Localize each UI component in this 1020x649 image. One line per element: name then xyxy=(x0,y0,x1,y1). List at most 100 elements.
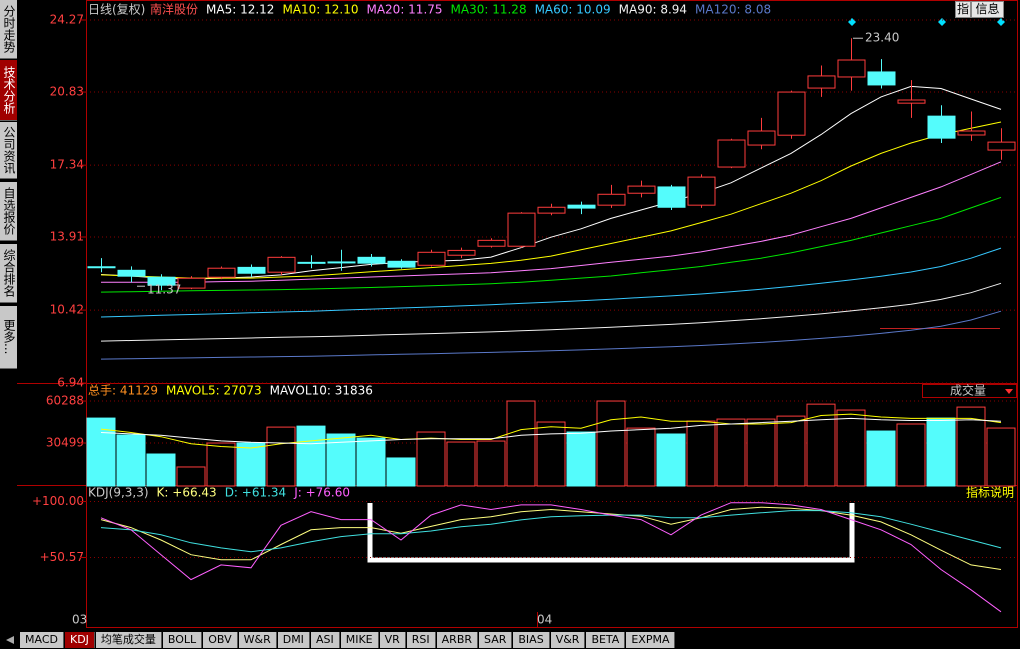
legend-entry: D: +61.34 xyxy=(225,486,287,500)
volume-bar xyxy=(566,431,596,487)
indicator-line xyxy=(101,161,1002,283)
indicator-tab[interactable]: BIAS xyxy=(513,632,550,648)
y-tick-label: 24.27 xyxy=(50,13,84,27)
sidebar-tab[interactable]: 综合排名 xyxy=(0,244,17,303)
candle-body xyxy=(117,269,146,277)
indicator-tab[interactable]: VR xyxy=(379,632,406,648)
indicator-line xyxy=(100,506,1002,570)
candle-body xyxy=(987,141,1016,151)
volume-bar xyxy=(926,417,956,487)
volume-bar xyxy=(536,421,566,487)
kdj-title: KDJ(9,3,3) xyxy=(88,486,149,500)
indicator-tab[interactable]: ARBR xyxy=(436,632,479,648)
scroll-arrow[interactable] xyxy=(6,636,14,644)
legend-entry: MA120: 8.08 xyxy=(695,3,771,17)
volume-bar xyxy=(206,442,236,487)
candle-body xyxy=(507,212,536,247)
sidebar-tab[interactable]: 自选报价 xyxy=(0,182,17,241)
legend-entry: MA5: 12.12 xyxy=(206,3,274,17)
chart-title: 日线(复权) xyxy=(88,3,145,17)
volume-bar xyxy=(686,420,716,487)
indicator-tab[interactable]: RSI xyxy=(406,632,436,648)
volume-bar xyxy=(386,457,416,487)
legend-entry: MAVOL5: 27073 xyxy=(166,384,262,398)
candle-body xyxy=(177,277,206,289)
indicator-button[interactable]: 指 xyxy=(955,1,971,18)
indicator-tab[interactable]: BOLL xyxy=(162,632,203,648)
event-marker[interactable] xyxy=(848,18,856,26)
legend-entry: K: +66.43 xyxy=(157,486,217,500)
sidebar-tab[interactable]: 技术分析 xyxy=(0,60,17,121)
sidebar-tab[interactable]: 更多... xyxy=(0,306,17,369)
volume-bar xyxy=(506,400,536,487)
indicator-line xyxy=(100,417,1002,445)
legend-entry: MA30: 11.28 xyxy=(451,3,527,17)
volume-bar xyxy=(116,434,146,487)
indicator-tab[interactable]: ASI xyxy=(310,632,340,648)
y-tick-label: 30499 xyxy=(46,436,84,450)
candle-body xyxy=(477,239,506,247)
volume-bar xyxy=(596,400,626,487)
dropdown-arrow[interactable] xyxy=(1005,389,1013,394)
indicator-help[interactable]: 指标说明 xyxy=(966,485,1014,500)
indicator-tab[interactable]: DMI xyxy=(277,632,310,648)
y-tick-label: +100.00 xyxy=(32,494,84,508)
indicator-line xyxy=(100,247,1002,318)
event-marker[interactable] xyxy=(997,18,1005,26)
y-tick-label: 10.42 xyxy=(50,303,84,317)
legend-entry: MA20: 11.75 xyxy=(366,3,442,17)
candle-body xyxy=(297,261,326,264)
candle-body xyxy=(777,91,806,136)
candle-body xyxy=(87,266,116,269)
indicator-tab[interactable]: V&R xyxy=(550,632,586,648)
legend-entry: MA10: 12.10 xyxy=(282,3,358,17)
volume-bar xyxy=(626,427,656,487)
frame xyxy=(86,0,1018,628)
indicator-tab[interactable]: KDJ xyxy=(64,632,95,648)
volume-bar xyxy=(236,442,266,487)
volume-bar xyxy=(746,418,776,487)
volume-bar xyxy=(416,431,446,487)
candle-body xyxy=(237,266,266,274)
volume-bar xyxy=(656,433,686,487)
indicator-tab[interactable]: MIKE xyxy=(340,632,379,648)
candle-body xyxy=(207,267,236,278)
indicator-name[interactable]: 成交量 xyxy=(950,383,986,398)
volume-bar xyxy=(266,426,296,487)
y-tick-label: 60288 xyxy=(46,394,84,408)
candle-body xyxy=(687,176,716,206)
volume-bar xyxy=(446,441,476,487)
volume-bar xyxy=(356,437,386,487)
volume-bar xyxy=(896,423,926,487)
volume-bar xyxy=(866,430,896,487)
candle-body xyxy=(837,59,866,78)
indicator-tab[interactable]: BETA xyxy=(586,632,626,648)
y-tick-label: 20.83 xyxy=(50,85,84,99)
max-label: 23.40 xyxy=(865,31,899,45)
volume-bar xyxy=(86,417,116,487)
sidebar-tab[interactable]: 分时走势 xyxy=(0,0,17,59)
sidebar-tab[interactable]: 公司资讯 xyxy=(0,122,17,179)
indicator-tab[interactable]: SAR xyxy=(479,632,513,648)
volume-bar xyxy=(176,466,206,487)
candle-body xyxy=(927,115,956,139)
indicator-tab[interactable]: EXPMA xyxy=(626,632,676,648)
indicator-tab[interactable]: MACD xyxy=(20,632,64,648)
candle-body xyxy=(897,99,926,104)
indicator-select[interactable] xyxy=(922,384,1017,398)
date-label: 03 xyxy=(72,613,87,627)
candle-body xyxy=(387,260,416,268)
indicator-line xyxy=(100,310,1002,360)
event-marker[interactable] xyxy=(938,18,946,26)
indicator-line xyxy=(100,510,1002,553)
indicator-tab[interactable]: OBV xyxy=(203,632,238,648)
info-button[interactable]: 信息 xyxy=(971,1,1004,18)
y-tick-label: +50.57 xyxy=(40,550,84,564)
indicator-tab[interactable]: W&R xyxy=(238,632,277,648)
indicator-tab[interactable]: 均笔成交量 xyxy=(95,632,162,648)
indicator-tabs: MACD KDJ 均笔成交量 BOLL OBV W&R DMI ASI MIKE VR RSI ARB… xyxy=(20,632,676,649)
y-tick-label: 13.91 xyxy=(50,230,84,244)
legend-entry: MAVOL10: 31836 xyxy=(270,384,373,398)
